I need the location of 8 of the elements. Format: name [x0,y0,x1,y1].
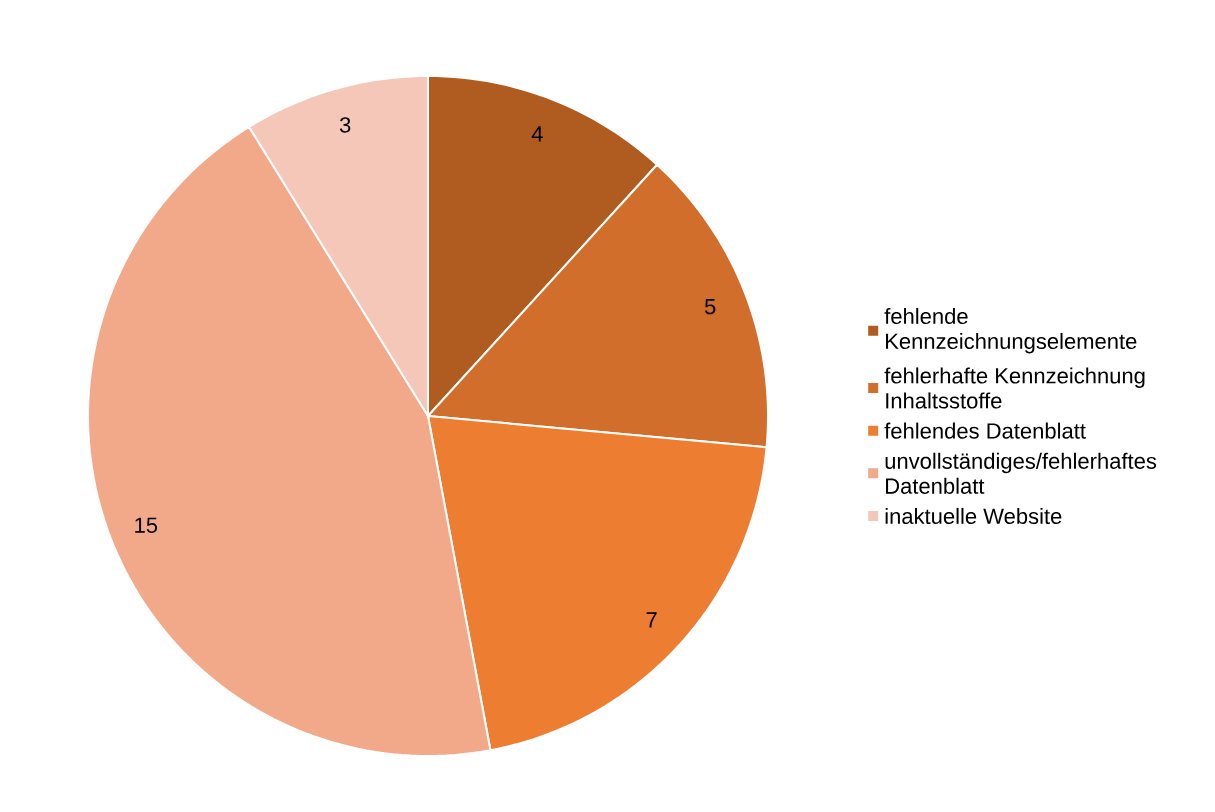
data-label: 15 [135,517,158,533]
legend-label: fehlende Kennzeichnungselemente [884,307,1137,354]
legend-label: inaktuelle Website [885,507,1062,525]
legend-label: fehlendes Datenblatt [884,422,1086,439]
data-label: 5 [704,299,716,315]
data-label: 7 [646,612,657,628]
data-label: 4 [531,126,543,142]
data-label: 3 [339,117,351,133]
